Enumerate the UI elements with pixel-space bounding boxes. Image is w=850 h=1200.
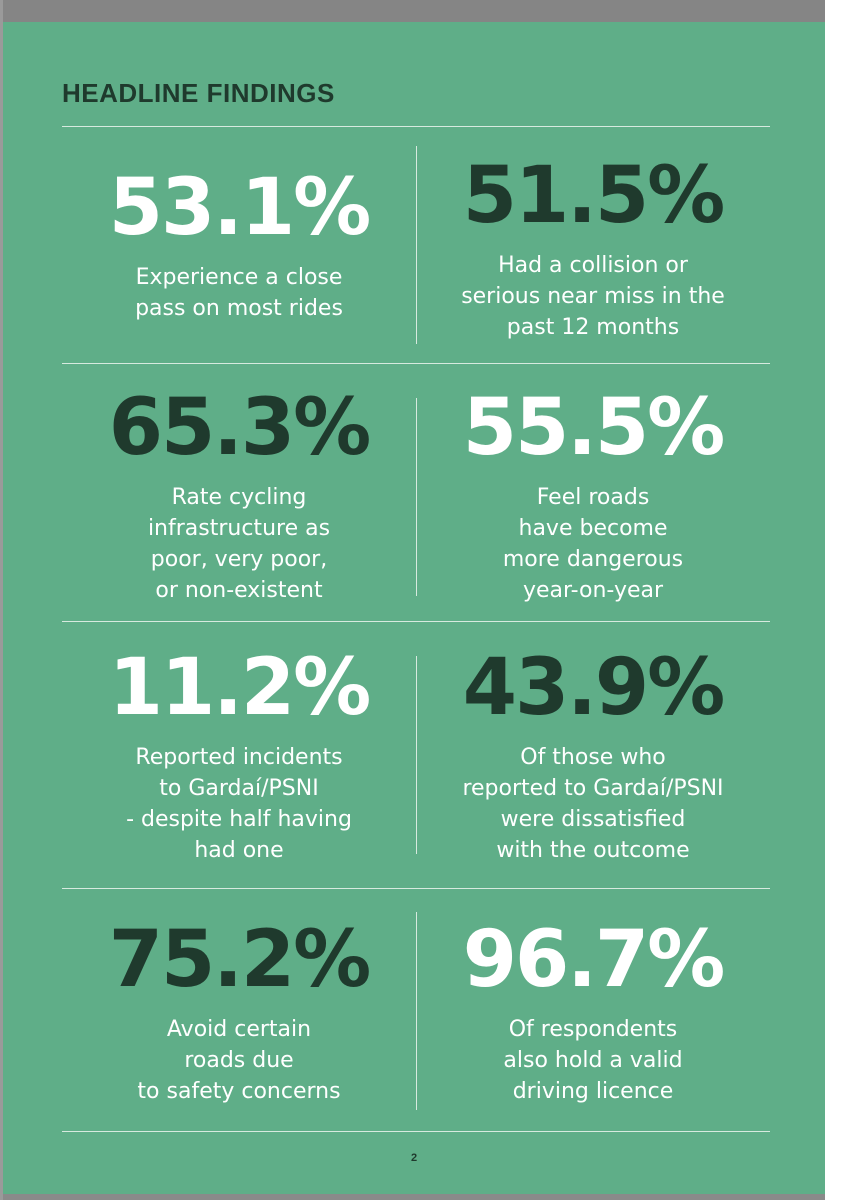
- finding-value: 53.1%: [108, 163, 372, 253]
- finding-description: Feel roads have become more dangerous ye…: [502, 485, 684, 603]
- divider-row-3: [62, 888, 770, 889]
- divider-row-1: [62, 363, 770, 364]
- finding-description: Experience a close pass on most rides: [135, 265, 343, 321]
- finding-value: 65.3%: [108, 383, 372, 473]
- document-page: HEADLINE FINDINGS 53.1% Experience a clo…: [3, 22, 825, 1194]
- finding-description: Had a collision or serious near miss in …: [461, 253, 725, 340]
- finding-description: Of those who reported to Gardaí/PSNI wer…: [462, 745, 724, 863]
- viewer-top-edge: [0, 0, 850, 22]
- finding-description: Reported incidents to Gardaí/PSNI - desp…: [126, 745, 352, 863]
- finding-card: 51.5% Had a collision or serious near mi…: [416, 156, 770, 343]
- finding-value: 55.5%: [462, 383, 726, 473]
- finding-value: 11.2%: [108, 643, 372, 733]
- finding-description: Rate cycling infrastructure as poor, ver…: [147, 485, 331, 603]
- column-divider-3: [416, 656, 417, 854]
- finding-value: 96.7%: [462, 915, 726, 1005]
- divider-bottom: [62, 1131, 770, 1132]
- divider-top: [62, 126, 770, 127]
- finding-card: 11.2% Reported incidents to Gardaí/PSNI …: [62, 648, 416, 866]
- divider-row-2: [62, 621, 770, 622]
- page-heading: HEADLINE FINDINGS: [62, 78, 335, 108]
- finding-value: 43.9%: [462, 643, 726, 733]
- finding-card: 53.1% Experience a close pass on most ri…: [62, 168, 416, 324]
- finding-description: Of respondents also hold a valid driving…: [503, 1017, 683, 1104]
- column-divider-2: [416, 398, 417, 596]
- finding-value: 51.5%: [462, 151, 726, 241]
- viewer-right-edge: [825, 0, 850, 1200]
- column-divider-1: [416, 146, 417, 344]
- finding-card: 65.3% Rate cycling infrastructure as poo…: [62, 388, 416, 606]
- finding-card: 55.5% Feel roads have become more danger…: [416, 388, 770, 606]
- viewer-left-edge: [0, 0, 3, 1200]
- column-divider-4: [416, 912, 417, 1110]
- finding-card: 75.2% Avoid certain roads due to safety …: [62, 920, 416, 1107]
- finding-card: 96.7% Of respondents also hold a valid d…: [416, 920, 770, 1107]
- page-number: 2: [410, 1152, 418, 1164]
- finding-description: Avoid certain roads due to safety concer…: [137, 1017, 341, 1104]
- finding-value: 75.2%: [108, 915, 372, 1005]
- finding-card: 43.9% Of those who reported to Gardaí/PS…: [416, 648, 770, 866]
